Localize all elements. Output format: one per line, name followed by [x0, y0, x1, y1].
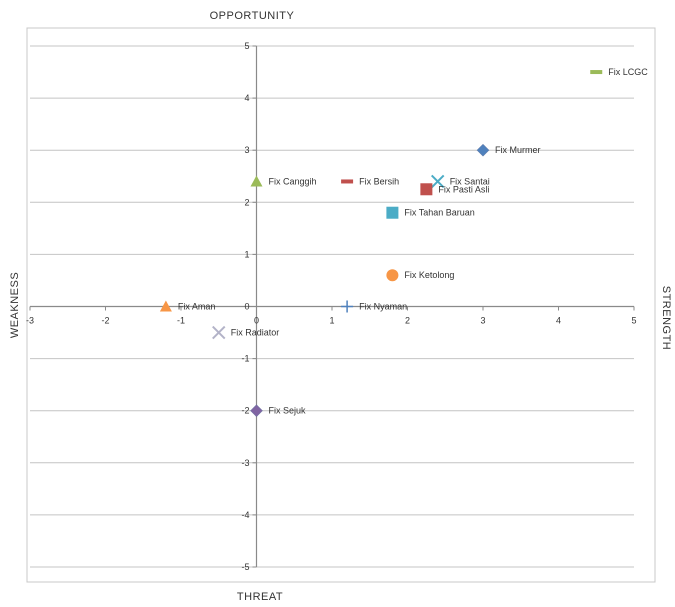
axis-label-left: WEAKNESS	[9, 272, 21, 338]
y-tick-label: 4	[244, 93, 249, 103]
data-point: Fix Murmer	[476, 143, 541, 157]
y-tick-label: -2	[241, 406, 249, 416]
point-marker	[430, 174, 445, 189]
x-tick-label: 4	[556, 316, 561, 326]
point-marker	[420, 183, 433, 196]
data-point-label: Fix Ketolong	[404, 270, 454, 280]
tick-labels: -3 -2 -1 0 1 2 3 4 5 5 4 3 2 1 0 -1 -2 -3 -4 -5	[26, 41, 637, 572]
data-point: Fix Bersih	[341, 176, 399, 186]
point-marker	[212, 325, 226, 340]
y-tick-label: -3	[241, 458, 249, 468]
y-tick-label: 1	[244, 249, 249, 259]
point-marker	[476, 143, 490, 157]
data-point: Fix Aman	[159, 300, 216, 312]
data-point-label: Fix Bersih	[359, 176, 399, 186]
point-marker	[159, 300, 172, 312]
data-point: Fix Sejuk	[250, 404, 307, 418]
point-marker	[341, 300, 354, 313]
data-point-label: Fix Sejuk	[269, 406, 307, 416]
data-point: Fix Tahan Baruan	[386, 206, 475, 219]
data-point-label: Fix Murmer	[495, 145, 541, 155]
point-marker	[590, 70, 603, 75]
point-marker	[386, 269, 399, 282]
y-tick-label: -4	[241, 510, 249, 520]
gridlines	[30, 45, 634, 568]
y-tick-label: 0	[244, 302, 249, 312]
y-tick-label: -5	[241, 562, 249, 572]
data-point-label: Fix Aman	[178, 302, 216, 312]
data-point: Fix Ketolong	[386, 269, 454, 282]
point-marker	[250, 404, 263, 418]
data-point-label: Fix Santai	[450, 176, 490, 186]
data-point-label: Fix LCGC	[608, 67, 648, 77]
data-point: Fix Nyaman	[341, 300, 407, 313]
data-points: Fix LCGC Fix Murmer Fix Canggih Fix Bersih F…	[159, 67, 648, 418]
y-tick-label: 5	[244, 41, 249, 51]
point-marker	[386, 206, 399, 219]
data-point-label: Fix Tahan Baruan	[404, 208, 474, 218]
x-tick-label: 1	[329, 316, 334, 326]
axis-label-top: OPPORTUNITY	[210, 10, 295, 22]
data-point: Fix Radiator	[212, 325, 280, 340]
y-tick-label: 3	[244, 145, 249, 155]
axis-label-right: STRENGTH	[660, 286, 672, 351]
x-tick-label: -1	[177, 316, 185, 326]
data-point: Fix Santai	[430, 174, 490, 189]
data-point-label: Fix Pasti Asli	[438, 184, 489, 194]
data-point-label: Fix Radiator	[231, 328, 280, 338]
axes	[29, 45, 635, 568]
y-tick-label: 2	[244, 197, 249, 207]
x-tick-label: 0	[254, 316, 259, 326]
point-marker	[341, 179, 354, 184]
x-tick-label: 5	[631, 316, 636, 326]
data-point: Fix Canggih	[250, 175, 317, 187]
point-marker	[250, 175, 263, 187]
data-point-label: Fix Nyaman	[359, 302, 407, 312]
y-tick-label: -1	[241, 354, 249, 364]
data-point-label: Fix Canggih	[269, 176, 317, 186]
x-tick-label: 2	[405, 316, 410, 326]
x-tick-label: 3	[480, 316, 485, 326]
x-tick-label: -2	[101, 316, 109, 326]
chart-border	[26, 27, 656, 583]
data-point: Fix LCGC	[590, 67, 648, 77]
x-tick-label: -3	[26, 316, 34, 326]
data-point: Fix Pasti Asli	[420, 183, 489, 196]
axis-label-bottom: THREAT	[237, 591, 283, 603]
